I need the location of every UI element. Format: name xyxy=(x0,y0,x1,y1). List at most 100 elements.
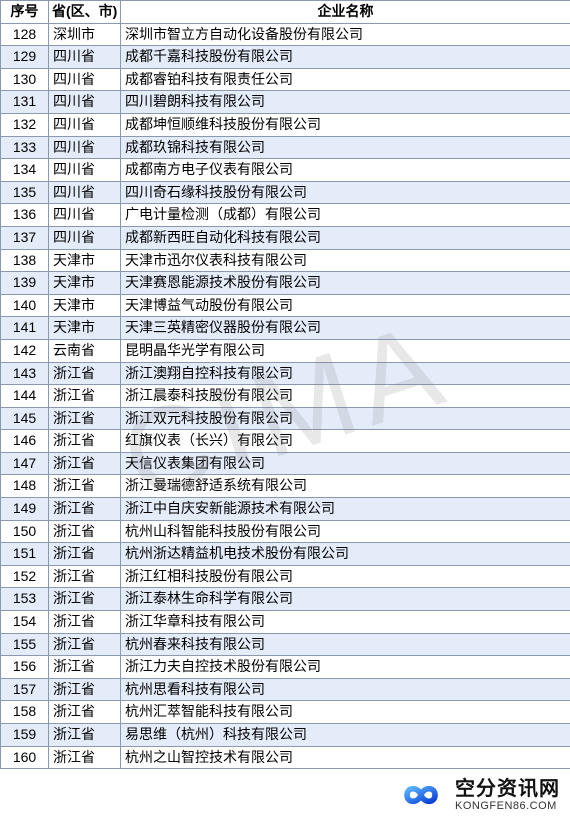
cell-province: 浙江省 xyxy=(49,452,121,475)
cell-province: 浙江省 xyxy=(49,588,121,611)
cell-company-name: 易思维（杭州）科技有限公司 xyxy=(121,724,570,747)
cell-seq: 148 xyxy=(1,475,49,498)
cell-company-name: 杭州思看科技有限公司 xyxy=(121,678,570,701)
cell-company-name: 天津市迅尔仪表科技有限公司 xyxy=(121,249,570,272)
cell-province: 浙江省 xyxy=(49,543,121,566)
site-logo: 空分资讯网 KONGFEN86.COM xyxy=(389,775,564,815)
cell-province: 四川省 xyxy=(49,46,121,69)
cell-province: 天津市 xyxy=(49,272,121,295)
infinity-icon xyxy=(393,777,449,813)
cell-province: 浙江省 xyxy=(49,407,121,430)
cell-company-name: 成都睿铂科技有限责任公司 xyxy=(121,68,570,91)
cell-seq: 140 xyxy=(1,294,49,317)
cell-seq: 150 xyxy=(1,520,49,543)
table-row: 140天津市天津博益气动股份有限公司 xyxy=(1,294,570,317)
col-header-seq: 序号 xyxy=(1,1,49,24)
cell-company-name: 深圳市智立方自动化设备股份有限公司 xyxy=(121,23,570,46)
cell-company-name: 四川奇石缘科技股份有限公司 xyxy=(121,181,570,204)
cell-province: 浙江省 xyxy=(49,520,121,543)
table-row: 143浙江省浙江澳翔自控科技有限公司 xyxy=(1,362,570,385)
table-row: 136四川省广电计量检测（成都）有限公司 xyxy=(1,204,570,227)
table-row: 130四川省成都睿铂科技有限责任公司 xyxy=(1,68,570,91)
cell-province: 天津市 xyxy=(49,317,121,340)
table-row: 132四川省成都坤恒顺维科技股份有限公司 xyxy=(1,113,570,136)
table-body: 128深圳市深圳市智立方自动化设备股份有限公司129四川省成都千嘉科技股份有限公… xyxy=(1,23,570,769)
table-row: 152浙江省浙江红相科技股份有限公司 xyxy=(1,565,570,588)
cell-seq: 141 xyxy=(1,317,49,340)
cell-seq: 144 xyxy=(1,385,49,408)
cell-seq: 143 xyxy=(1,362,49,385)
cell-seq: 154 xyxy=(1,611,49,634)
cell-company-name: 浙江红相科技股份有限公司 xyxy=(121,565,570,588)
cell-province: 浙江省 xyxy=(49,475,121,498)
table-row: 154浙江省浙江华章科技有限公司 xyxy=(1,611,570,634)
cell-province: 浙江省 xyxy=(49,656,121,679)
cell-province: 浙江省 xyxy=(49,701,121,724)
cell-seq: 147 xyxy=(1,452,49,475)
table-row: 160浙江省杭州之山智控技术有限公司 xyxy=(1,746,570,769)
cell-province: 四川省 xyxy=(49,159,121,182)
cell-seq: 153 xyxy=(1,588,49,611)
cell-province: 浙江省 xyxy=(49,724,121,747)
cell-province: 四川省 xyxy=(49,136,121,159)
table-row: 141天津市天津三英精密仪器股份有限公司 xyxy=(1,317,570,340)
cell-company-name: 杭州浙达精益机电技术股份有限公司 xyxy=(121,543,570,566)
cell-seq: 138 xyxy=(1,249,49,272)
cell-province: 浙江省 xyxy=(49,746,121,769)
cell-seq: 139 xyxy=(1,272,49,295)
table-row: 131四川省四川碧朗科技有限公司 xyxy=(1,91,570,114)
table-row: 133四川省成都玖锦科技有限公司 xyxy=(1,136,570,159)
logo-cn: 空分资讯网 xyxy=(455,778,560,800)
cell-company-name: 浙江力夫自控技术股份有限公司 xyxy=(121,656,570,679)
cell-seq: 136 xyxy=(1,204,49,227)
table-row: 128深圳市深圳市智立方自动化设备股份有限公司 xyxy=(1,23,570,46)
table-header-row: 序号 省(区、市) 企业名称 xyxy=(1,1,570,24)
table-row: 145浙江省浙江双元科技股份有限公司 xyxy=(1,407,570,430)
cell-company-name: 成都南方电子仪表有限公司 xyxy=(121,159,570,182)
table-row: 151浙江省杭州浙达精益机电技术股份有限公司 xyxy=(1,543,570,566)
cell-company-name: 浙江华章科技有限公司 xyxy=(121,611,570,634)
cell-seq: 157 xyxy=(1,678,49,701)
cell-province: 浙江省 xyxy=(49,611,121,634)
cell-company-name: 天津三英精密仪器股份有限公司 xyxy=(121,317,570,340)
cell-company-name: 杭州之山智控技术有限公司 xyxy=(121,746,570,769)
cell-company-name: 浙江曼瑞德舒适系统有限公司 xyxy=(121,475,570,498)
table-row: 158浙江省杭州汇萃智能科技有限公司 xyxy=(1,701,570,724)
table-row: 148浙江省浙江曼瑞德舒适系统有限公司 xyxy=(1,475,570,498)
cell-seq: 129 xyxy=(1,46,49,69)
cell-company-name: 浙江中自庆安新能源技术有限公司 xyxy=(121,498,570,521)
cell-seq: 158 xyxy=(1,701,49,724)
cell-seq: 137 xyxy=(1,226,49,249)
table-row: 147浙江省天信仪表集团有限公司 xyxy=(1,452,570,475)
cell-company-name: 天津赛恩能源技术股份有限公司 xyxy=(121,272,570,295)
cell-seq: 130 xyxy=(1,68,49,91)
table-row: 153浙江省浙江泰林生命科学有限公司 xyxy=(1,588,570,611)
cell-company-name: 天津博益气动股份有限公司 xyxy=(121,294,570,317)
cell-company-name: 成都新西旺自动化科技有限公司 xyxy=(121,226,570,249)
cell-seq: 159 xyxy=(1,724,49,747)
table-row: 156浙江省浙江力夫自控技术股份有限公司 xyxy=(1,656,570,679)
cell-province: 云南省 xyxy=(49,339,121,362)
logo-en: KONGFEN86.COM xyxy=(455,800,560,812)
cell-seq: 134 xyxy=(1,159,49,182)
cell-province: 浙江省 xyxy=(49,385,121,408)
table-row: 159浙江省易思维（杭州）科技有限公司 xyxy=(1,724,570,747)
cell-company-name: 浙江澳翔自控科技有限公司 xyxy=(121,362,570,385)
cell-province: 浙江省 xyxy=(49,565,121,588)
col-header-name: 企业名称 xyxy=(121,1,570,24)
table-row: 129四川省成都千嘉科技股份有限公司 xyxy=(1,46,570,69)
table-row: 155浙江省杭州春来科技有限公司 xyxy=(1,633,570,656)
cell-company-name: 天信仪表集团有限公司 xyxy=(121,452,570,475)
cell-seq: 160 xyxy=(1,746,49,769)
table-row: 135四川省四川奇石缘科技股份有限公司 xyxy=(1,181,570,204)
cell-company-name: 红旗仪表（长兴）有限公司 xyxy=(121,430,570,453)
cell-company-name: 浙江双元科技股份有限公司 xyxy=(121,407,570,430)
cell-seq: 132 xyxy=(1,113,49,136)
table-row: 137四川省成都新西旺自动化科技有限公司 xyxy=(1,226,570,249)
cell-company-name: 浙江晨泰科技股份有限公司 xyxy=(121,385,570,408)
enterprise-table-wrap: 序号 省(区、市) 企业名称 128深圳市深圳市智立方自动化设备股份有限公司12… xyxy=(0,0,570,769)
col-header-prov: 省(区、市) xyxy=(49,1,121,24)
cell-seq: 155 xyxy=(1,633,49,656)
table-row: 149浙江省浙江中自庆安新能源技术有限公司 xyxy=(1,498,570,521)
table-row: 144浙江省浙江晨泰科技股份有限公司 xyxy=(1,385,570,408)
